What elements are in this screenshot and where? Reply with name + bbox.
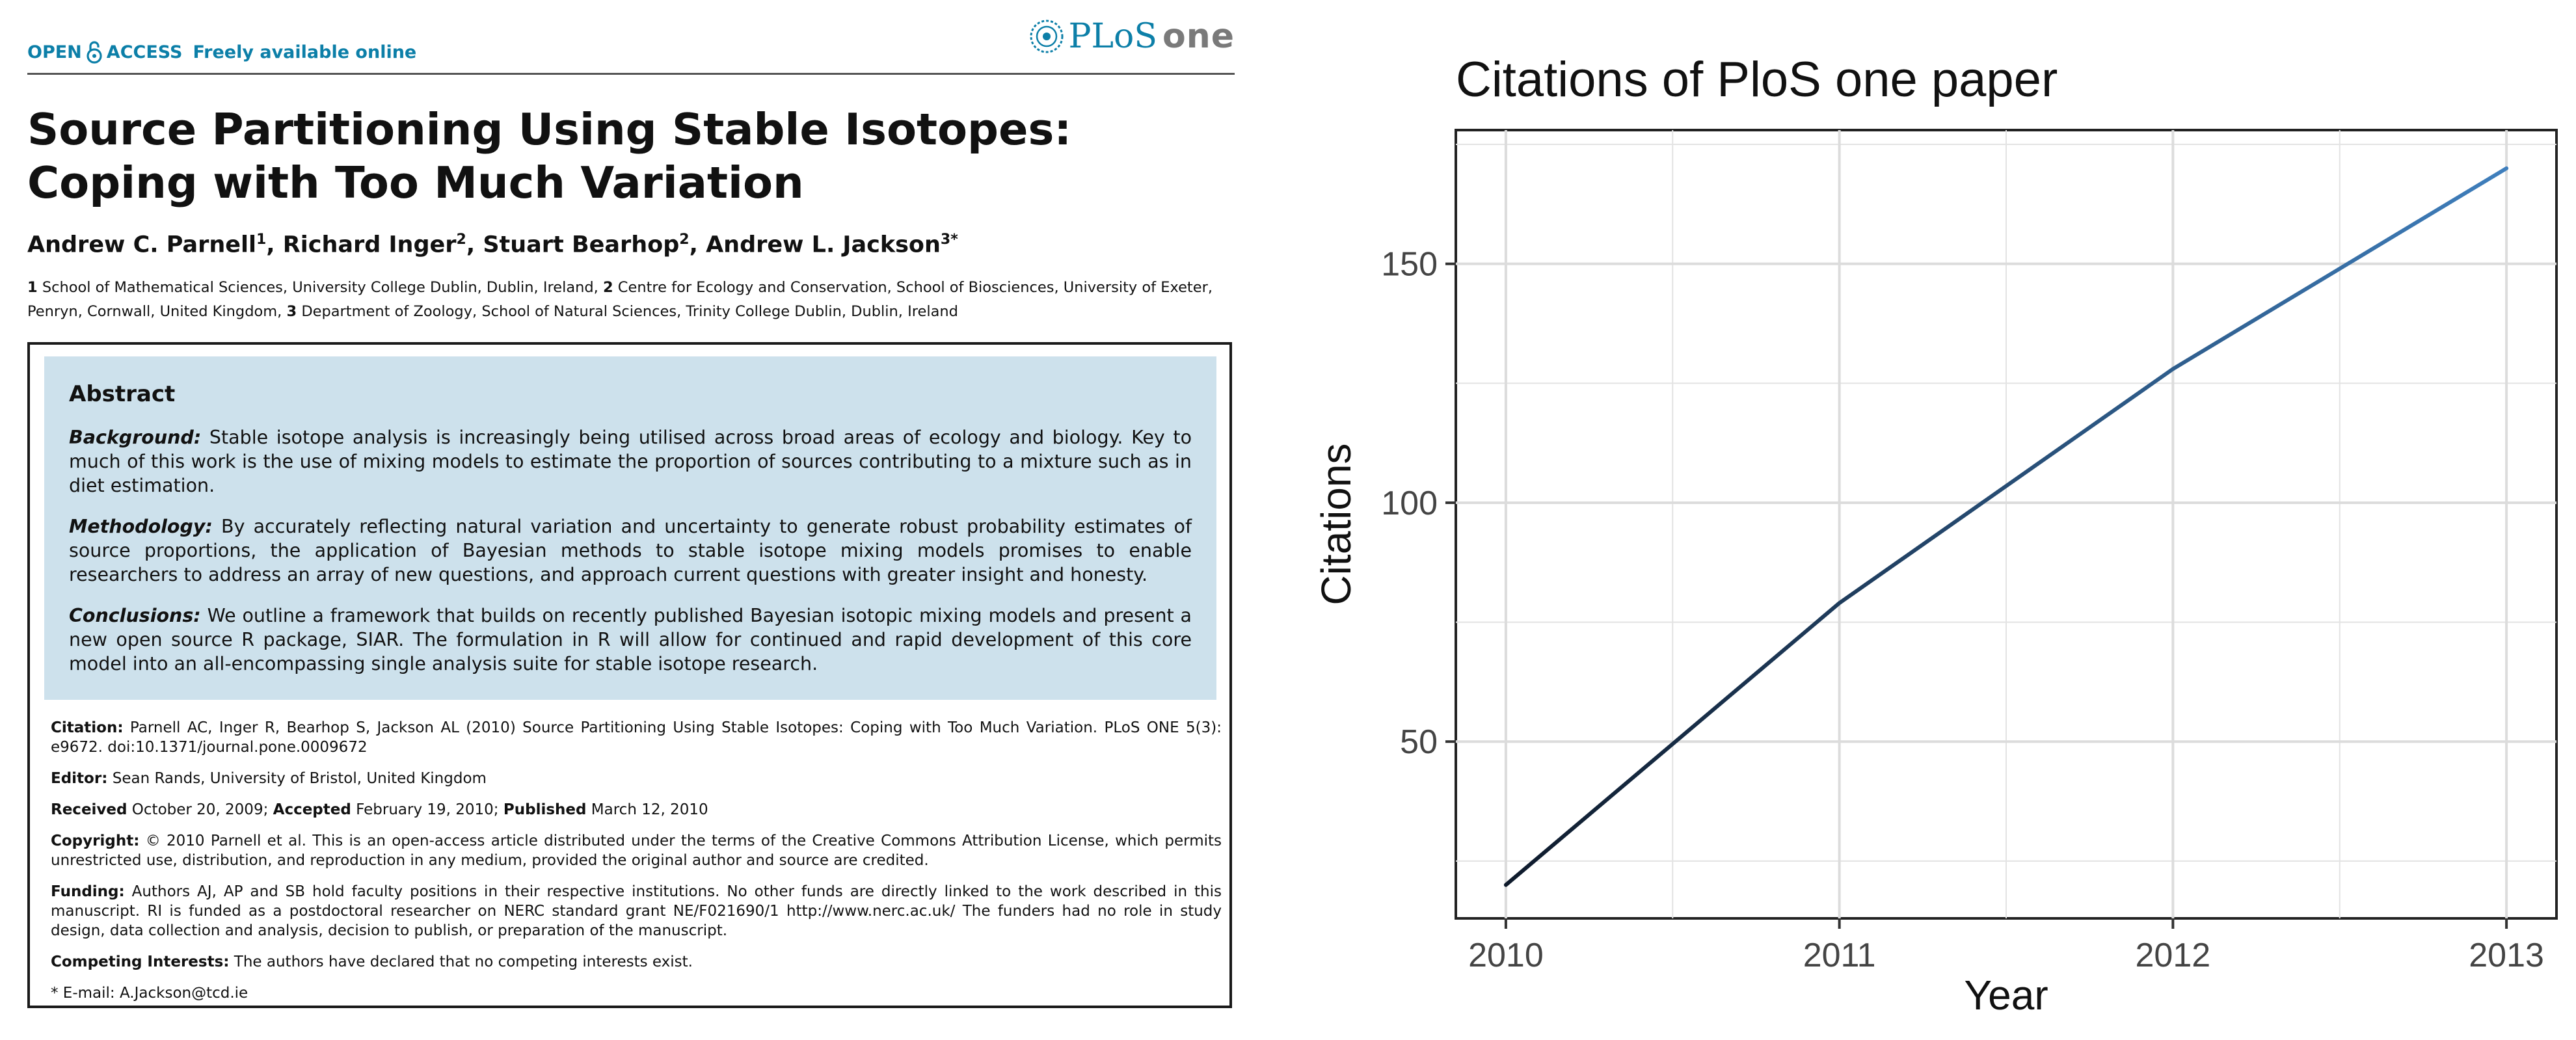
plos-one-logo: PLoS one (1028, 17, 1235, 56)
affiliation-number: 3 (286, 303, 297, 320)
author-affil-mark: 2 (679, 232, 690, 248)
methodology-text: By accurately reflecting natural variati… (69, 516, 1192, 585)
x-tick-label: 2013 (2469, 937, 2544, 974)
abstract-frame: Abstract Background: Stable isotope anal… (27, 342, 1232, 1008)
grid-major (1456, 130, 2556, 918)
accepted-date: February 19, 2010; (356, 801, 499, 818)
funding-text: Authors AJ, AP and SB hold faculty posit… (51, 883, 1222, 939)
logo-wordmark: PLoS one (1069, 17, 1235, 56)
citation-label: Citation: (51, 719, 124, 736)
editor-label: Editor: (51, 770, 108, 787)
conclusions-label: Conclusions: (69, 605, 201, 626)
x-tick-label: 2012 (2136, 937, 2211, 974)
published-date: March 12, 2010 (591, 801, 708, 818)
logo-plos: PLoS (1068, 17, 1157, 56)
affiliation-text: Centre for Ecology and Conservation, Sch… (27, 279, 1213, 320)
accepted-label: Accepted (273, 801, 351, 818)
funding-label: Funding: (51, 883, 125, 900)
grid-minor (1456, 130, 2556, 918)
received-date: October 20, 2009; (131, 801, 269, 818)
competing-label: Competing Interests: (51, 953, 230, 970)
abstract-heading: Abstract (69, 381, 176, 407)
abstract-methodology: Methodology: By accurately reflecting na… (69, 514, 1192, 587)
affiliation-text: Department of Zoology, School of Natural… (301, 303, 958, 320)
author-name: Andrew C. Parnell (27, 232, 256, 258)
author-affil-mark: 3* (940, 232, 958, 248)
affiliations: 1 School of Mathematical Sciences, Unive… (27, 276, 1237, 324)
author-name: Andrew L. Jackson (706, 232, 941, 258)
paper-title: Source Partitioning Using Stable Isotope… (27, 104, 1072, 208)
paper-page: OPEN ACCESS Freely available online PLoS… (0, 0, 1249, 1040)
y-tick-label: 100 (1381, 485, 1438, 522)
y-axis-label: Citations (1313, 444, 1360, 606)
open-access-prefix: OPEN (27, 42, 82, 62)
author-affil-mark: 1 (256, 232, 267, 248)
competing-text: The authors have declared that no compet… (234, 953, 693, 970)
y-tick-label: 50 (1400, 723, 1438, 761)
x-axis-label: Year (1964, 972, 2048, 1019)
editor-block: Editor: Sean Rands, University of Bristo… (51, 769, 1222, 788)
editor-text: Sean Rands, University of Bristol, Unite… (112, 770, 487, 787)
background-label: Background: (69, 427, 202, 448)
x-tick-label: 2011 (1803, 937, 1876, 974)
freely-available-label: Freely available online (193, 42, 417, 62)
received-label: Received (51, 801, 127, 818)
dates-block: Received October 20, 2009; Accepted Febr… (51, 800, 1222, 820)
published-label: Published (503, 801, 587, 818)
open-access-banner: OPEN ACCESS Freely available online (27, 40, 416, 64)
background-text: Stable isotope analysis is increasingly … (69, 427, 1192, 496)
author-list: Andrew C. Parnell1, Richard Inger2, Stua… (27, 232, 958, 258)
email-line: * E-mail: A.Jackson@tcd.ie (51, 985, 248, 1002)
abstract-box: Abstract Background: Stable isotope anal… (44, 356, 1216, 700)
copyright-block: Copyright: © 2010 Parnell et al. This is… (51, 831, 1222, 870)
citation-block: Citation: Parnell AC, Inger R, Bearhop S… (51, 718, 1222, 757)
logo-one: one (1162, 17, 1235, 56)
x-axis: 2010 2011 2012 2013 (1468, 918, 2544, 974)
abstract-conclusions: Conclusions: We outline a framework that… (69, 604, 1192, 676)
competing-block: Competing Interests: The authors have de… (51, 952, 1222, 972)
affiliation-text: School of Mathematical Sciences, Univers… (42, 279, 598, 296)
author-name: Richard Inger (282, 232, 457, 258)
y-axis: 50 100 150 (1381, 246, 1456, 761)
chart-svg: Citations of PloS one paper 50 100 150 201… (1313, 52, 2558, 1019)
open-access-suffix: ACCESS (106, 42, 183, 62)
citations-chart: Citations of PloS one paper 50 100 150 201… (1288, 0, 2576, 1040)
x-tick-label: 2010 (1468, 937, 1544, 974)
series-line (1503, 166, 2509, 887)
copyright-text: © 2010 Parnell et al. This is an open-ac… (51, 833, 1222, 869)
methodology-label: Methodology: (69, 516, 213, 537)
chart-title: Citations of PloS one paper (1456, 52, 2058, 107)
affiliation-number: 1 (27, 279, 38, 296)
open-access-lock-icon (87, 41, 102, 64)
plos-logo-icon (1030, 20, 1064, 53)
copyright-label: Copyright: (51, 833, 140, 849)
abstract-background: Background: Stable isotope analysis is i… (69, 425, 1192, 498)
author-name: Stuart Bearhop (483, 232, 680, 258)
y-tick-label: 150 (1381, 246, 1438, 284)
affiliation-number: 2 (602, 279, 613, 296)
citation-text: Parnell AC, Inger R, Bearhop S, Jackson … (51, 719, 1222, 756)
conclusions-text: We outline a framework that builds on re… (69, 605, 1192, 674)
funding-block: Funding: Authors AJ, AP and SB hold facu… (51, 882, 1222, 940)
article-metadata: Citation: Parnell AC, Inger R, Bearhop S… (51, 718, 1222, 1015)
author-affil-mark: 2 (456, 232, 466, 248)
header-rule (27, 73, 1235, 75)
